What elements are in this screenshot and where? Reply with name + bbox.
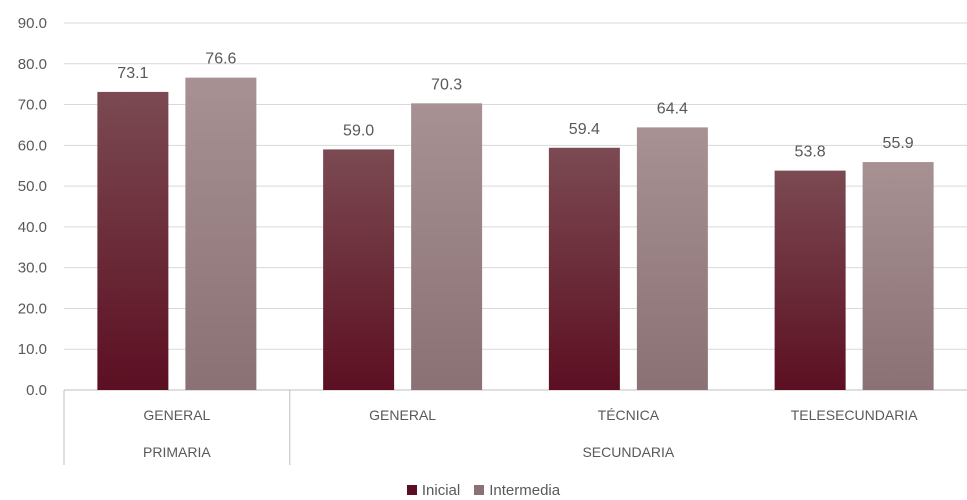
y-tick-label: 60.0 [18, 137, 47, 154]
data-label: 53.8 [795, 144, 826, 161]
y-tick-label: 70.0 [18, 97, 47, 114]
bar-intermedia [636, 127, 708, 390]
y-tick-label: 90.0 [18, 15, 47, 32]
legend-swatch-inicial [406, 485, 417, 495]
legend-item-intermedia: Intermedia [474, 482, 560, 499]
category-label: TELESECUNDARIA [791, 407, 918, 423]
legend-item-inicial: Inicial [406, 481, 461, 499]
data-label: 76.6 [205, 51, 236, 68]
bars [97, 77, 934, 391]
bar-chart: 0.010.020.030.040.050.060.070.080.090.0 … [18, 15, 967, 465]
category-label: GENERAL [143, 407, 210, 423]
data-label: 73.1 [117, 65, 148, 82]
bar-inicial [97, 91, 169, 391]
y-tick-label: 50.0 [18, 178, 47, 195]
legend-swatch-intermedia [474, 485, 485, 495]
group-label: PRIMARIA [143, 444, 211, 460]
data-label: 55.9 [883, 135, 914, 152]
data-label: 64.4 [657, 100, 688, 117]
y-tick-label: 30.0 [18, 260, 47, 277]
y-tick-label: 10.0 [18, 341, 47, 358]
y-tick-label: 40.0 [18, 219, 47, 236]
category-label: GENERAL [369, 407, 436, 423]
y-tick-label: 20.0 [18, 300, 47, 317]
y-axis: 0.0 10.0 20.0 30.0 40.0 50.0 60.0 70.0 80.0 90.0 [18, 15, 47, 399]
legend-label-inicial: Inicial [421, 481, 461, 499]
bar-inicial [774, 170, 846, 390]
x-axis: GENERAL GENERAL TÉCNICA TELESECUNDARIA PRIMA… [63, 390, 918, 465]
y-tick-label: 80.0 [18, 56, 47, 73]
bar-intermedia [862, 162, 934, 390]
data-label: 59.4 [569, 121, 600, 138]
data-label: 70.3 [431, 76, 462, 93]
data-label: 59.0 [343, 122, 374, 139]
category-label: TÉCNICA [598, 407, 660, 423]
group-label: SECUNDARIA [582, 444, 674, 460]
data-labels: 73.1 76.6 59.0 70.3 59.4 64.4 53.8 55.9 [117, 51, 913, 161]
bar-inicial [548, 147, 620, 390]
legend: Inicial Intermedia [0, 480, 967, 500]
y-tick-label: 0.0 [26, 382, 47, 399]
bar-intermedia [411, 103, 483, 391]
legend-label-intermedia: Intermedia [489, 481, 561, 499]
bar-inicial [323, 149, 395, 390]
bar-intermedia [185, 77, 257, 391]
